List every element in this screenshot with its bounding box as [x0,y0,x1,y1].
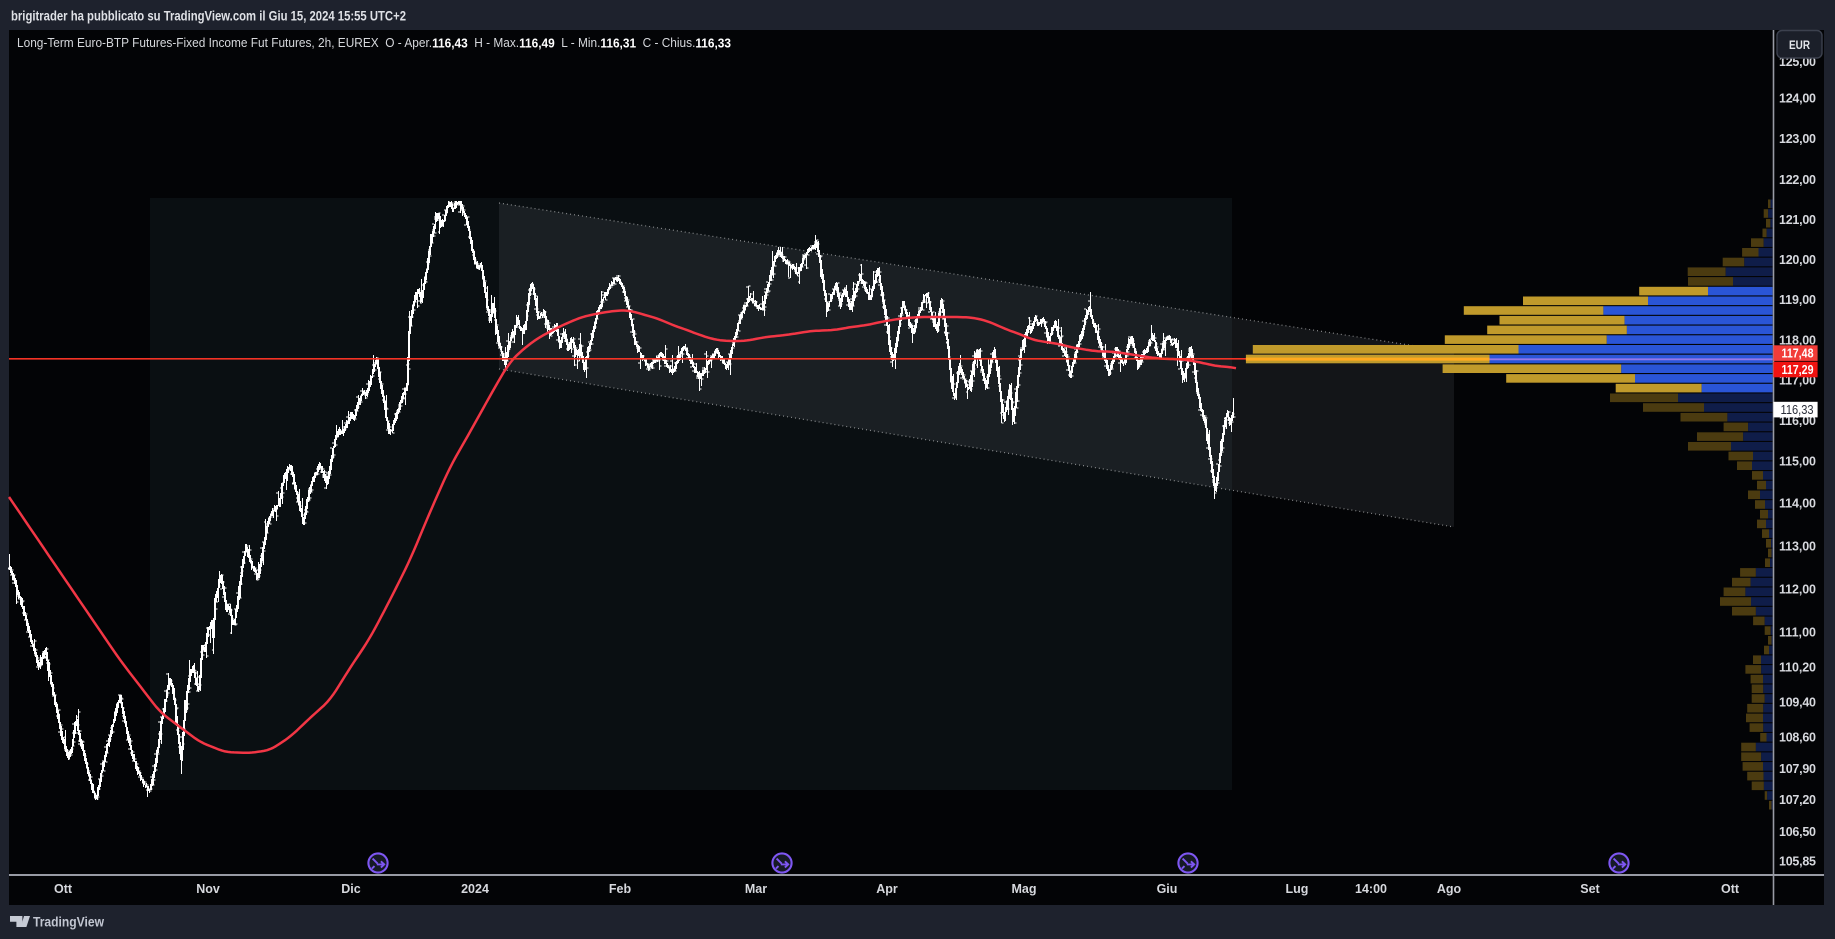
svg-text:120,00: 120,00 [1779,253,1816,267]
svg-text:116,00: 116,00 [1779,414,1816,428]
svg-text:Ott: Ott [54,882,73,896]
svg-text:122,00: 122,00 [1779,173,1816,187]
svg-text:Set: Set [1580,882,1600,896]
svg-text:119,00: 119,00 [1779,293,1816,307]
svg-text:115,00: 115,00 [1779,455,1816,469]
svg-text:105,85: 105,85 [1779,855,1816,869]
svg-text:Giu: Giu [1157,882,1178,896]
svg-text:Lug: Lug [1286,882,1309,896]
svg-text:107,90: 107,90 [1779,762,1816,776]
svg-text:110,20: 110,20 [1779,661,1816,675]
svg-text:EUR: EUR [1789,38,1810,52]
svg-text:Apr: Apr [876,882,898,896]
svg-text:14:00: 14:00 [1355,882,1387,896]
svg-text:107,20: 107,20 [1779,793,1816,807]
svg-text:Mar: Mar [745,882,767,896]
svg-text:108,60: 108,60 [1779,731,1816,745]
svg-text:2024: 2024 [461,882,489,896]
svg-text:117,48: 117,48 [1782,346,1814,360]
svg-text:124,00: 124,00 [1779,92,1816,106]
svg-text:brigitrader ha pubblicato su T: brigitrader ha pubblicato su TradingView… [11,8,406,24]
svg-text:117,29: 117,29 [1782,363,1814,377]
svg-text:106,50: 106,50 [1779,825,1816,839]
svg-text:116,33: 116,33 [1781,403,1814,417]
svg-text:Mag: Mag [1012,882,1037,896]
svg-text:Ott: Ott [1721,882,1740,896]
svg-text:Nov: Nov [196,882,220,896]
svg-text:Dic: Dic [341,882,361,896]
svg-text:123,00: 123,00 [1779,132,1816,146]
svg-text:109,40: 109,40 [1779,696,1816,710]
svg-text:118,00: 118,00 [1779,334,1816,348]
svg-text:Feb: Feb [609,882,632,896]
svg-text:121,00: 121,00 [1779,213,1816,227]
svg-text:Long-Term Euro-BTP Futures-Fix: Long-Term Euro-BTP Futures-Fixed Income … [17,35,731,50]
svg-text:114,00: 114,00 [1779,497,1816,511]
svg-text:113,00: 113,00 [1779,540,1816,554]
svg-text:Ago: Ago [1437,882,1462,896]
svg-text:112,00: 112,00 [1779,583,1816,597]
svg-text:111,00: 111,00 [1779,626,1816,640]
svg-text:TradingView: TradingView [33,914,104,929]
